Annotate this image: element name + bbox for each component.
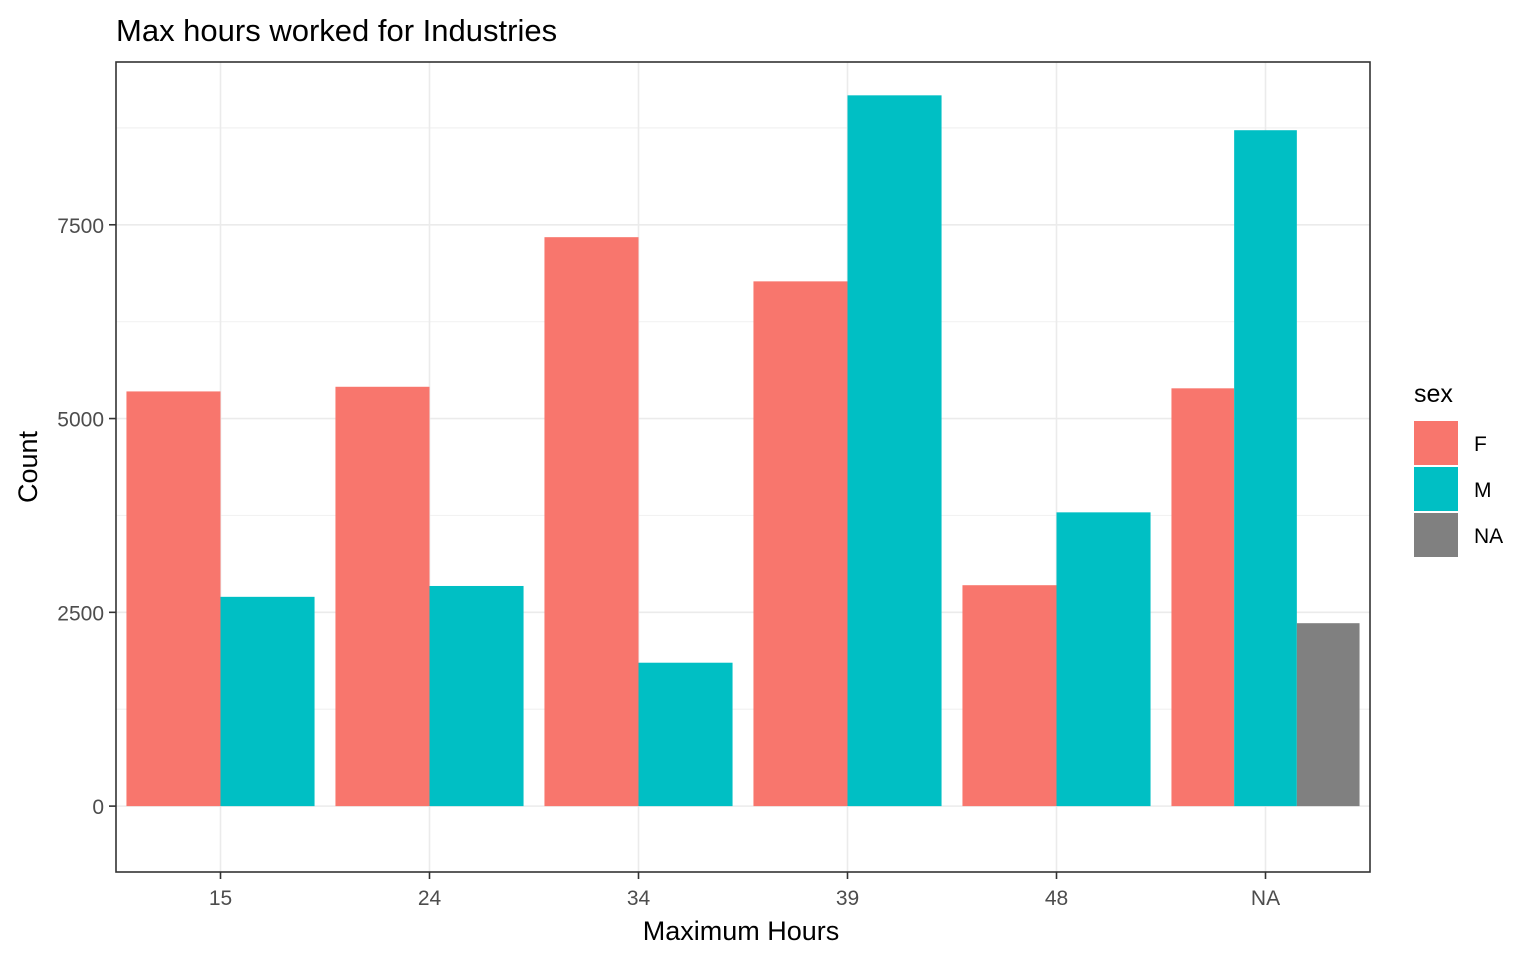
bar-m-39 <box>847 95 942 807</box>
legend-label-f: F <box>1474 433 1487 456</box>
y-tick-label: 0 <box>92 796 104 819</box>
bar-f-48 <box>962 585 1057 807</box>
bar-m-24 <box>429 585 524 807</box>
x-tick-label: 24 <box>418 887 442 910</box>
legend-key-f <box>1414 421 1458 465</box>
legend-key-m <box>1414 467 1458 511</box>
bar-na-na <box>1296 623 1360 807</box>
bar-f-34 <box>544 237 639 807</box>
bar-f-15 <box>126 391 221 807</box>
y-tick-label: 7500 <box>57 215 104 238</box>
y-tick-label: 2500 <box>57 602 104 625</box>
bars <box>126 95 1360 807</box>
bar-f-na <box>1171 388 1235 807</box>
y-tick-label: 5000 <box>57 409 104 432</box>
y-axis: 0 2500 5000 7500 <box>57 215 116 819</box>
legend-label-m: M <box>1474 479 1492 502</box>
x-axis-title: Maximum Hours <box>643 916 840 946</box>
legend-label-na: NA <box>1474 525 1503 548</box>
panel-border <box>115 61 1371 873</box>
x-tick-label: 39 <box>836 887 859 910</box>
x-tick-label: NA <box>1251 887 1280 910</box>
bar-m-na <box>1234 130 1297 807</box>
x-tick-label: 48 <box>1045 887 1068 910</box>
chart-title: Max hours worked for Industries <box>116 13 557 48</box>
y-axis-title: Count <box>13 430 43 503</box>
bar-f-39 <box>753 281 848 807</box>
bar-m-15 <box>220 596 315 807</box>
bar-m-48 <box>1056 512 1151 807</box>
x-axis: 15 24 34 39 48 NA <box>209 872 1280 910</box>
legend-title: sex <box>1414 380 1453 408</box>
x-tick-label: 34 <box>627 887 651 910</box>
legend-key-na <box>1414 513 1458 557</box>
bar-f-24 <box>335 386 430 807</box>
x-tick-label: 15 <box>209 887 232 910</box>
bar-m-34 <box>638 662 733 807</box>
legend: sex FM NA <box>1414 380 1503 557</box>
